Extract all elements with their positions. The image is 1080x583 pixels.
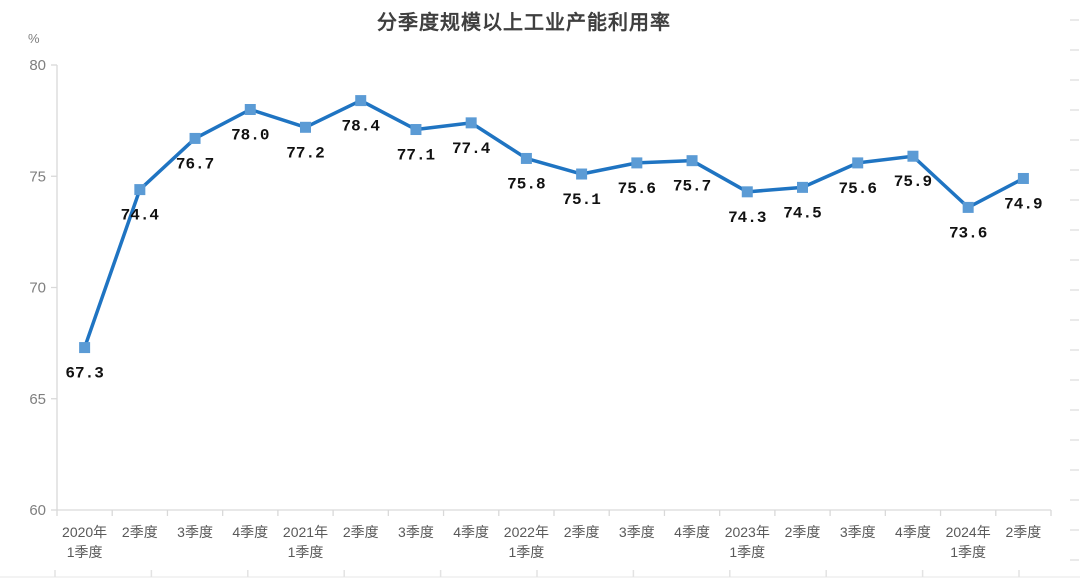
y-axis-unit-label: %: [28, 31, 40, 46]
x-tick-label: 4季度: [232, 524, 268, 540]
y-tick-label: 80: [29, 57, 46, 74]
data-point-marker: [355, 95, 367, 107]
data-point-marker: [1017, 172, 1029, 184]
data-label: 78.4: [342, 118, 381, 136]
data-label: 77.4: [452, 140, 491, 158]
data-label: 74.3: [728, 209, 766, 227]
data-point-marker: [189, 132, 201, 144]
data-label: 75.7: [673, 178, 711, 196]
x-tick-label: 2021年 1季度: [283, 524, 328, 560]
x-tick-label: 2季度: [564, 524, 600, 540]
x-tick-label: 4季度: [674, 524, 710, 540]
data-label: 74.5: [783, 204, 821, 222]
data-label: 75.8: [507, 175, 545, 193]
data-label: 76.7: [176, 155, 214, 173]
data-point-marker: [741, 186, 753, 198]
y-tick-label: 75: [29, 168, 46, 185]
data-label: 75.1: [562, 191, 600, 209]
data-point-marker: [576, 168, 588, 180]
x-tick-label: 4季度: [895, 524, 931, 540]
data-point-marker: [907, 150, 919, 162]
y-tick-label: 70: [29, 280, 46, 297]
y-tick-label: 65: [29, 391, 46, 408]
data-point-marker: [244, 104, 256, 115]
data-point-marker: [79, 342, 91, 354]
data-point-marker: [962, 201, 974, 213]
data-label: 77.2: [286, 144, 324, 162]
x-tick-label: 2024年 1季度: [946, 524, 991, 560]
data-label: 75.6: [839, 180, 877, 198]
x-tick-label: 2季度: [785, 524, 821, 540]
data-label: 74.4: [121, 207, 160, 225]
data-point-marker: [852, 157, 864, 169]
data-label: 73.6: [949, 224, 987, 242]
x-tick-label: 3季度: [840, 524, 876, 540]
x-tick-label: 2022年 1季度: [504, 524, 549, 560]
x-tick-label: 3季度: [619, 524, 655, 540]
x-tick-label: 2季度: [122, 524, 158, 540]
data-point-marker: [300, 121, 311, 133]
data-label: 75.6: [618, 180, 656, 198]
data-label: 67.3: [65, 365, 103, 383]
x-tick-label: 4季度: [453, 524, 489, 540]
x-tick-label: 2023年 1季度: [725, 524, 770, 560]
data-point-marker: [410, 124, 422, 136]
data-point-marker: [134, 184, 146, 196]
chart-title: 分季度规模以上工业产能利用率: [377, 12, 671, 34]
x-tick-label: 2季度: [343, 524, 379, 540]
data-label: 75.9: [894, 173, 932, 191]
x-tick-label: 2季度: [1005, 524, 1041, 540]
data-point-marker: [465, 117, 477, 129]
data-point-marker: [686, 155, 698, 167]
data-point-marker: [631, 157, 643, 169]
x-tick-label: 3季度: [177, 524, 213, 540]
data-label: 77.1: [397, 147, 435, 165]
data-point-marker: [797, 181, 808, 193]
data-point-marker: [520, 152, 532, 164]
x-tick-label: 3季度: [398, 524, 434, 540]
y-tick-label: 60: [29, 502, 46, 519]
data-label: 74.9: [1004, 195, 1042, 213]
data-label: 78.0: [231, 127, 269, 145]
x-tick-label: 2020年 1季度: [62, 524, 107, 560]
series-line: [82, 98, 1026, 350]
